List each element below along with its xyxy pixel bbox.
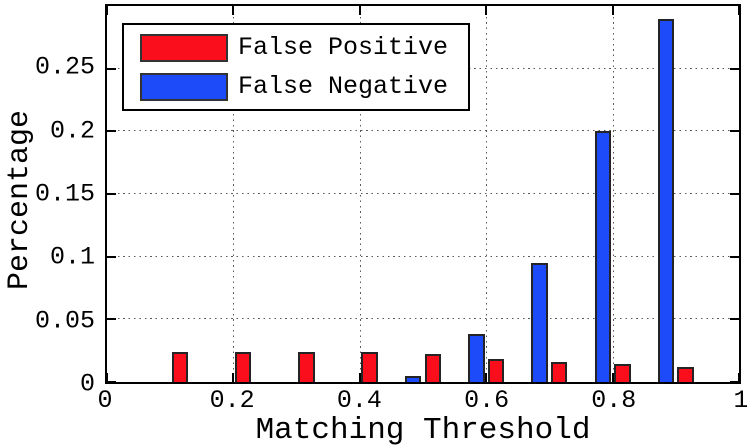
bar-false-positive <box>550 361 568 382</box>
gridline-vertical <box>612 6 614 382</box>
legend-row-false-negative: False Negative <box>140 72 468 101</box>
axis-tick-y <box>730 193 739 195</box>
y-tick-label: 0 <box>79 369 95 399</box>
axis-tick-x <box>485 6 488 15</box>
legend: False Positive False Negative <box>122 23 470 111</box>
y-tick-label: 0.1 <box>49 242 95 272</box>
axis-tick-x <box>232 6 235 15</box>
gridline-horizontal <box>107 318 739 320</box>
bar-false-negative <box>657 18 675 382</box>
axis-tick-x <box>106 373 108 382</box>
bar-false-negative <box>404 375 422 382</box>
gridline-horizontal <box>107 130 739 132</box>
axis-tick-y <box>730 67 739 70</box>
axis-tick-x <box>611 373 614 382</box>
axis-tick-x <box>358 6 361 15</box>
axis-tick-x <box>738 373 740 382</box>
y-tick-label: 0.2 <box>49 116 95 146</box>
axis-tick-y <box>107 67 116 70</box>
axis-tick-y <box>730 255 739 258</box>
x-tick-label: 0.6 <box>464 386 510 415</box>
bar-false-positive <box>361 351 378 382</box>
bar-false-positive <box>487 359 505 382</box>
bar-false-positive <box>424 354 441 382</box>
legend-swatch-false-positive <box>140 33 228 62</box>
axis-tick-y <box>107 130 116 133</box>
bar-false-negative <box>531 262 548 382</box>
gridline-vertical <box>233 6 235 382</box>
axis-tick-y <box>730 130 739 133</box>
y-tick-label: 0.15 <box>34 179 95 209</box>
axis-tick-y <box>730 381 739 383</box>
axis-tick-y <box>730 318 739 321</box>
axis-tick-x <box>738 6 740 15</box>
gridline-horizontal <box>107 193 739 194</box>
x-tick-label: 0.4 <box>336 386 382 415</box>
legend-label-false-negative: False Negative <box>238 72 449 101</box>
gridline-vertical <box>359 6 361 382</box>
x-tick-label: 0.8 <box>591 386 637 415</box>
bar-false-negative <box>594 131 611 382</box>
bar-false-negative <box>468 334 485 382</box>
x-tick-label: 0.2 <box>209 386 255 415</box>
legend-swatch-false-negative <box>140 72 228 101</box>
axis-tick-x <box>232 373 235 382</box>
x-tick-label: 0 <box>97 386 113 415</box>
bar-false-positive <box>298 351 315 382</box>
axis-tick-x <box>611 6 614 15</box>
y-tick-label: 0.05 <box>34 306 95 336</box>
gridline-vertical <box>486 6 488 382</box>
y-tick-label: 0.25 <box>34 52 95 82</box>
axis-tick-y <box>107 255 116 258</box>
bar-false-positive <box>234 351 252 382</box>
x-axis-label: Matching Threshold <box>255 413 591 448</box>
plot-area: False Positive False Negative <box>105 4 741 384</box>
legend-label-false-positive: False Positive <box>238 33 449 62</box>
axis-tick-y <box>107 381 116 383</box>
legend-row-false-positive: False Positive <box>140 33 468 62</box>
axis-tick-x <box>485 373 488 382</box>
y-axis-label: Percentage <box>3 109 37 291</box>
bar-false-positive <box>614 364 631 382</box>
axis-tick-x <box>106 6 108 15</box>
bar-false-positive <box>171 351 189 382</box>
bar-false-positive <box>677 366 694 382</box>
gridline-horizontal <box>107 255 739 257</box>
axis-tick-x <box>358 373 361 382</box>
axis-tick-y <box>107 318 116 321</box>
x-tick-label: 1 <box>733 386 747 415</box>
axis-tick-y <box>107 193 116 195</box>
